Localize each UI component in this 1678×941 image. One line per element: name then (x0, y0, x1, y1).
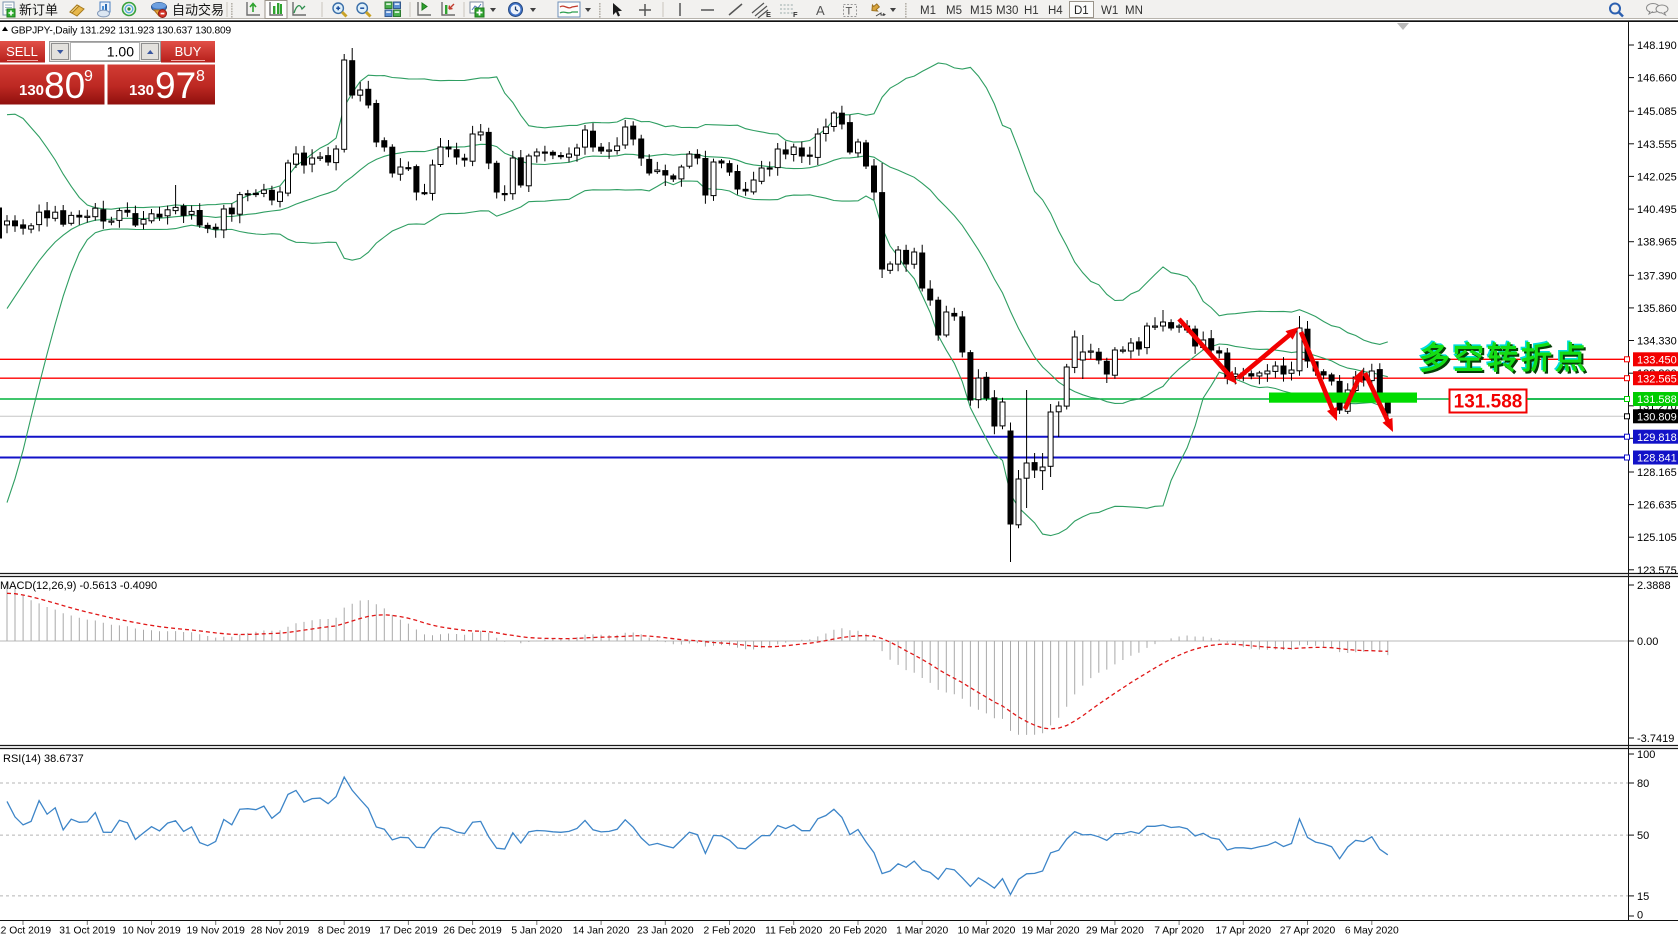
svg-text:17 Dec 2019: 17 Dec 2019 (379, 926, 438, 937)
svg-text:19 Mar 2020: 19 Mar 2020 (1022, 926, 1080, 937)
svg-text:28 Nov 2019: 28 Nov 2019 (251, 926, 310, 937)
svg-text:146.660: 146.660 (1637, 73, 1677, 85)
svg-text:137.390: 137.390 (1637, 270, 1677, 282)
svg-text:MACD(12,26,9) -0.5613 -0.4090: MACD(12,26,9) -0.5613 -0.4090 (0, 580, 157, 592)
svg-text:M5: M5 (946, 5, 962, 17)
svg-text:132.565: 132.565 (1637, 373, 1677, 385)
svg-text:29 Mar 2020: 29 Mar 2020 (1086, 926, 1144, 937)
svg-text:100: 100 (1637, 749, 1655, 761)
svg-text:-3.7419: -3.7419 (1637, 733, 1674, 745)
svg-text:M15: M15 (970, 5, 992, 17)
svg-text:145.085: 145.085 (1637, 106, 1677, 118)
svg-text:8: 8 (196, 68, 205, 85)
svg-text:129.818: 129.818 (1637, 432, 1677, 444)
svg-text:9: 9 (84, 68, 93, 85)
svg-text:多空转折点: 多空转折点 (1419, 341, 1589, 376)
svg-text:128.165: 128.165 (1637, 467, 1677, 479)
svg-text:131.588: 131.588 (1637, 394, 1677, 406)
svg-text:6 May 2020: 6 May 2020 (1345, 926, 1399, 937)
svg-text:10 Nov 2019: 10 Nov 2019 (122, 926, 181, 937)
svg-text:131.588: 131.588 (1454, 392, 1523, 413)
svg-text:143.555: 143.555 (1637, 139, 1677, 151)
svg-text:11 Feb 2020: 11 Feb 2020 (765, 926, 822, 937)
svg-text:130: 130 (129, 82, 154, 99)
svg-text:128.841: 128.841 (1637, 453, 1677, 465)
svg-text:31 Oct 2019: 31 Oct 2019 (59, 926, 115, 937)
svg-text:15: 15 (1637, 891, 1649, 903)
svg-text:133.450: 133.450 (1637, 355, 1677, 367)
svg-text:10 Mar 2020: 10 Mar 2020 (957, 926, 1015, 937)
svg-text:125.105: 125.105 (1637, 532, 1677, 544)
svg-text:H4: H4 (1048, 5, 1063, 17)
svg-text:80: 80 (44, 65, 85, 106)
svg-text:27 Apr 2020: 27 Apr 2020 (1280, 926, 1336, 937)
svg-text:1.00: 1.00 (107, 44, 134, 60)
svg-text:138.965: 138.965 (1637, 237, 1677, 249)
svg-text:130: 130 (19, 82, 44, 99)
svg-text:A: A (816, 3, 825, 18)
svg-text:19 Nov 2019: 19 Nov 2019 (186, 926, 245, 937)
svg-text:多空转折点: 多空转折点 (1421, 343, 1591, 378)
svg-text:F: F (793, 10, 798, 19)
svg-text:5 Jan 2020: 5 Jan 2020 (511, 926, 562, 937)
svg-text:26 Dec 2019: 26 Dec 2019 (443, 926, 502, 937)
svg-text:多空转折点: 多空转折点 (1418, 340, 1588, 375)
svg-text:新订单: 新订单 (19, 3, 58, 18)
svg-text:14 Jan 2020: 14 Jan 2020 (573, 926, 630, 937)
svg-text:22 Oct 2019: 22 Oct 2019 (0, 926, 51, 937)
svg-text:148.190: 148.190 (1637, 40, 1677, 52)
svg-text:T: T (846, 6, 853, 18)
svg-text:BUY: BUY (175, 44, 202, 59)
svg-text:20 Feb 2020: 20 Feb 2020 (829, 926, 887, 937)
svg-text:M1: M1 (920, 5, 936, 17)
svg-text:140.495: 140.495 (1637, 204, 1677, 216)
svg-text:97: 97 (155, 65, 196, 106)
svg-text:123.575: 123.575 (1637, 565, 1677, 577)
svg-text:50: 50 (1637, 830, 1649, 842)
svg-text:80: 80 (1637, 778, 1649, 790)
svg-text:1 Mar 2020: 1 Mar 2020 (896, 926, 948, 937)
svg-text:0.00: 0.00 (1637, 636, 1658, 648)
svg-text:130.809: 130.809 (1637, 412, 1677, 424)
svg-text:17 Apr 2020: 17 Apr 2020 (1216, 926, 1272, 937)
svg-text:RSI(14) 38.6737: RSI(14) 38.6737 (3, 753, 84, 765)
svg-text:GBPJPY-,Daily 131.292 131.923: GBPJPY-,Daily 131.292 131.923 130.637 13… (11, 26, 231, 37)
svg-text:2.3888: 2.3888 (1637, 580, 1671, 592)
svg-text:142.025: 142.025 (1637, 171, 1677, 183)
svg-text:8 Dec 2019: 8 Dec 2019 (318, 926, 371, 937)
svg-text:2 Feb 2020: 2 Feb 2020 (703, 926, 755, 937)
svg-text:134.330: 134.330 (1637, 336, 1677, 348)
svg-text:自动交易: 自动交易 (172, 3, 224, 18)
svg-text:W1: W1 (1101, 5, 1118, 17)
svg-text:126.635: 126.635 (1637, 500, 1677, 512)
svg-text:E: E (766, 10, 771, 19)
svg-text:7 Apr 2020: 7 Apr 2020 (1154, 926, 1204, 937)
svg-text:M30: M30 (996, 5, 1018, 17)
svg-text:0: 0 (1637, 910, 1643, 922)
svg-text:135.860: 135.860 (1637, 303, 1677, 315)
svg-text:H1: H1 (1024, 5, 1039, 17)
svg-text:MN: MN (1125, 5, 1143, 17)
svg-text:D1: D1 (1074, 5, 1089, 17)
svg-text:SELL: SELL (6, 44, 38, 59)
svg-text:23 Jan 2020: 23 Jan 2020 (637, 926, 694, 937)
